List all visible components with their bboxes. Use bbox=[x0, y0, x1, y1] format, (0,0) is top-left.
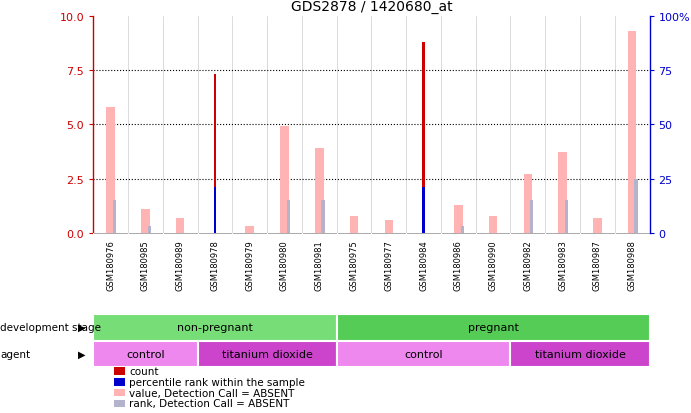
Bar bbox=[281, 127, 289, 233]
Bar bbox=[93, 314, 337, 341]
Text: GSM180982: GSM180982 bbox=[523, 240, 532, 290]
Bar bbox=[454, 205, 462, 233]
Bar bbox=[337, 314, 650, 341]
Text: titanium dioxide: titanium dioxide bbox=[222, 349, 312, 359]
Bar bbox=[593, 218, 602, 233]
Text: ▶: ▶ bbox=[77, 349, 85, 359]
Text: GSM180976: GSM180976 bbox=[106, 240, 115, 290]
Bar bbox=[93, 341, 198, 368]
Bar bbox=[422, 188, 425, 233]
Text: GSM180979: GSM180979 bbox=[245, 240, 254, 290]
Text: value, Detection Call = ABSENT: value, Detection Call = ABSENT bbox=[129, 388, 294, 398]
Title: GDS2878 / 1420680_at: GDS2878 / 1420680_at bbox=[291, 0, 452, 14]
Text: control: control bbox=[404, 349, 443, 359]
Text: ▶: ▶ bbox=[77, 322, 85, 332]
Text: GSM180985: GSM180985 bbox=[141, 240, 150, 290]
Bar bbox=[524, 175, 532, 233]
Bar bbox=[315, 149, 323, 233]
Bar bbox=[422, 43, 425, 233]
Bar bbox=[530, 201, 533, 233]
Text: GSM180980: GSM180980 bbox=[280, 240, 289, 290]
Bar bbox=[565, 201, 568, 233]
Text: pregnant: pregnant bbox=[468, 322, 518, 332]
Text: GSM180984: GSM180984 bbox=[419, 240, 428, 290]
Text: GSM180983: GSM180983 bbox=[558, 240, 567, 290]
Bar bbox=[350, 216, 359, 233]
Text: GSM180990: GSM180990 bbox=[489, 240, 498, 290]
Text: development stage: development stage bbox=[0, 322, 101, 332]
Bar bbox=[558, 153, 567, 233]
Bar bbox=[634, 179, 638, 233]
Bar bbox=[460, 227, 464, 233]
Bar bbox=[511, 341, 650, 368]
Bar bbox=[214, 75, 216, 233]
Text: titanium dioxide: titanium dioxide bbox=[535, 349, 625, 359]
Text: control: control bbox=[126, 349, 164, 359]
Bar bbox=[287, 201, 290, 233]
Text: GSM180988: GSM180988 bbox=[627, 240, 636, 290]
Text: agent: agent bbox=[0, 349, 30, 359]
Text: GSM180989: GSM180989 bbox=[176, 240, 184, 290]
Text: percentile rank within the sample: percentile rank within the sample bbox=[129, 377, 305, 387]
Text: GSM180981: GSM180981 bbox=[315, 240, 324, 290]
Text: GSM180978: GSM180978 bbox=[211, 240, 220, 290]
Bar bbox=[384, 221, 393, 233]
Bar bbox=[148, 227, 151, 233]
Text: GSM180986: GSM180986 bbox=[454, 240, 463, 290]
Bar bbox=[106, 107, 115, 233]
Bar bbox=[245, 227, 254, 233]
Text: GSM180987: GSM180987 bbox=[593, 240, 602, 290]
Bar bbox=[214, 188, 216, 233]
Text: non-pregnant: non-pregnant bbox=[177, 322, 253, 332]
Text: GSM180977: GSM180977 bbox=[384, 240, 393, 290]
Bar bbox=[113, 201, 116, 233]
Text: GSM180975: GSM180975 bbox=[350, 240, 359, 290]
Bar bbox=[198, 341, 337, 368]
Bar bbox=[141, 209, 150, 233]
Bar bbox=[489, 216, 498, 233]
Bar bbox=[337, 341, 511, 368]
Bar bbox=[176, 218, 184, 233]
Bar bbox=[321, 201, 325, 233]
Text: rank, Detection Call = ABSENT: rank, Detection Call = ABSENT bbox=[129, 399, 290, 408]
Text: count: count bbox=[129, 366, 159, 376]
Bar bbox=[628, 32, 636, 233]
